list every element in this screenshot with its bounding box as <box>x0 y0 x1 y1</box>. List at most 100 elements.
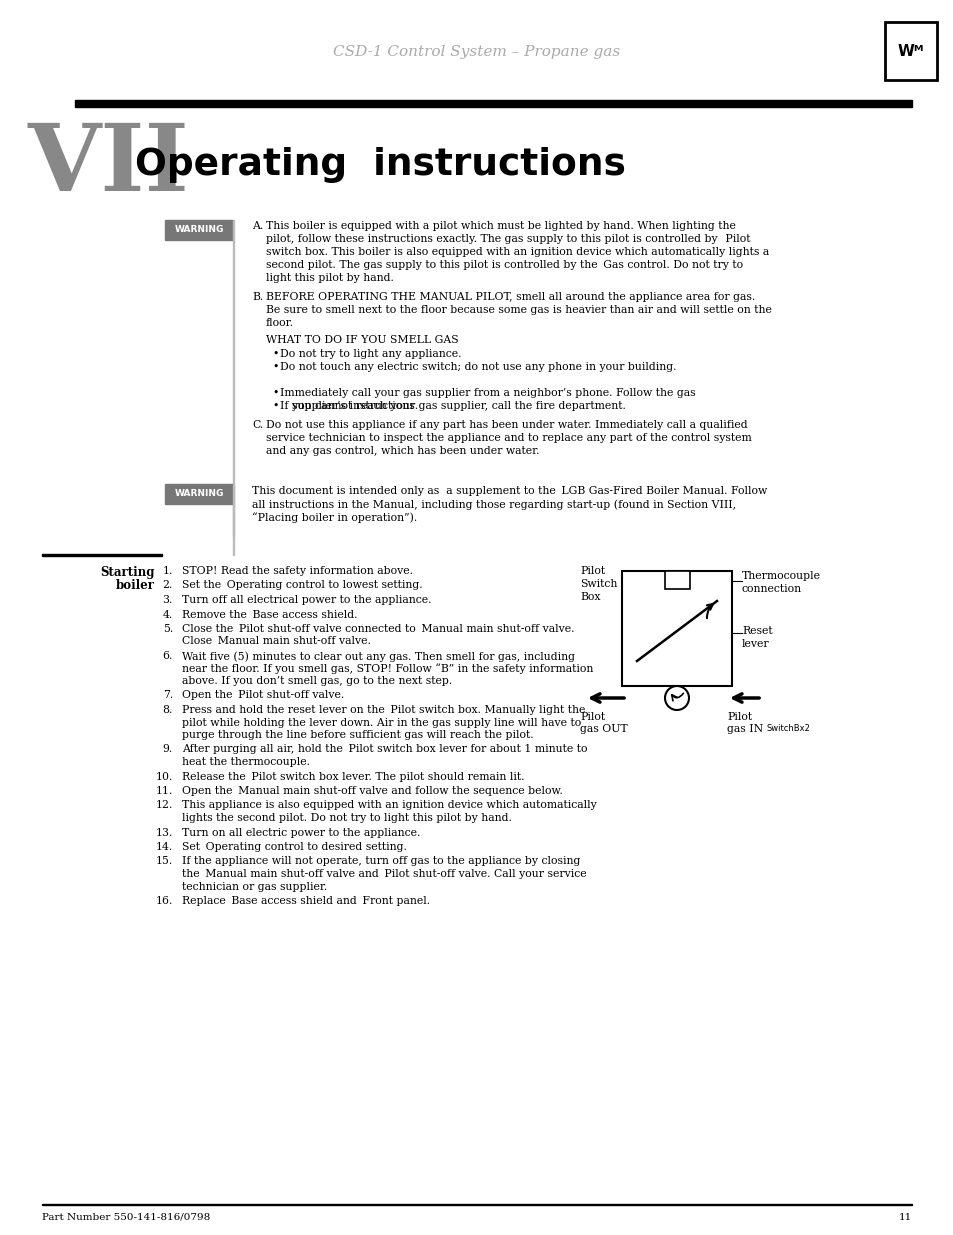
Text: Close  Manual main shut-off valve.: Close Manual main shut-off valve. <box>182 636 371 646</box>
Text: Wᴹ: Wᴹ <box>897 43 923 58</box>
Text: Open the  Pilot shut-off valve.: Open the Pilot shut-off valve. <box>182 690 344 700</box>
Text: all instructions in the Manual, including those regarding start-up (found in Sec: all instructions in the Manual, includin… <box>252 499 736 510</box>
Text: Box: Box <box>579 592 599 601</box>
Text: and any gas control, which has been under water.: and any gas control, which has been unde… <box>266 446 539 456</box>
Text: Pilot: Pilot <box>579 566 604 576</box>
Text: heat the thermocouple.: heat the thermocouple. <box>182 757 310 767</box>
Text: SwitchBx2: SwitchBx2 <box>766 724 810 734</box>
Bar <box>884 22 936 80</box>
Text: If you cannot reach your gas supplier, call the fire department.: If you cannot reach your gas supplier, c… <box>280 401 625 411</box>
Text: Reset: Reset <box>741 626 772 636</box>
Bar <box>42 555 162 556</box>
Text: 5.: 5. <box>163 624 172 634</box>
Text: Starting: Starting <box>100 566 154 579</box>
Bar <box>664 571 689 589</box>
Text: lights the second pilot. Do not try to light this pilot by hand.: lights the second pilot. Do not try to l… <box>182 813 512 823</box>
Text: Switch: Switch <box>579 579 617 589</box>
Text: Do not use this appliance if any part has been under water. Immediately call a q: Do not use this appliance if any part ha… <box>266 420 747 430</box>
Text: pilot while holding the lever down. Air in the gas supply line will have to: pilot while holding the lever down. Air … <box>182 718 580 727</box>
Bar <box>75 100 911 107</box>
Text: •: • <box>272 350 278 359</box>
Text: B.: B. <box>252 291 263 303</box>
Text: the  Manual main shut-off valve and  Pilot shut-off valve. Call your service: the Manual main shut-off valve and Pilot… <box>182 869 586 879</box>
Text: This document is intended only as  a supplement to the  LGB Gas-Fired Boiler Man: This document is intended only as a supp… <box>252 487 766 496</box>
Text: Release the  Pilot switch box lever. The pilot should remain lit.: Release the Pilot switch box lever. The … <box>182 772 524 782</box>
Text: lever: lever <box>741 638 769 650</box>
Text: 6.: 6. <box>162 651 172 661</box>
Text: After purging all air, hold the  Pilot switch box lever for about 1 minute to: After purging all air, hold the Pilot sw… <box>182 745 587 755</box>
Text: Immediately call your gas supplier from a neighbor’s phone. Follow the gas: Immediately call your gas supplier from … <box>280 388 695 398</box>
Text: pilot, follow these instructions exactly. The gas supply to this pilot is contro: pilot, follow these instructions exactly… <box>266 233 750 245</box>
Bar <box>165 484 233 504</box>
Text: Close the  Pilot shut-off valve connected to  Manual main shut-off valve.: Close the Pilot shut-off valve connected… <box>182 624 574 634</box>
Text: WHAT TO DO IF YOU SMELL GAS: WHAT TO DO IF YOU SMELL GAS <box>266 335 458 345</box>
Text: WARNING: WARNING <box>174 489 223 499</box>
Bar <box>165 220 233 240</box>
Text: BEFORE OPERATING THE MANUAL PILOT, smell all around the appliance area for gas.: BEFORE OPERATING THE MANUAL PILOT, smell… <box>266 291 755 303</box>
Text: connection: connection <box>741 584 801 594</box>
Text: This boiler is equipped with a pilot which must be lighted by hand. When lightin: This boiler is equipped with a pilot whi… <box>266 221 735 231</box>
Text: C.: C. <box>252 420 263 430</box>
Text: 15.: 15. <box>155 857 172 867</box>
Text: 11.: 11. <box>155 785 172 797</box>
Bar <box>233 484 234 536</box>
Text: Do not touch any electric switch; do not use any phone in your building.: Do not touch any electric switch; do not… <box>280 362 676 372</box>
Text: 10.: 10. <box>155 772 172 782</box>
Text: second pilot. The gas supply to this pilot is controlled by the  Gas control. Do: second pilot. The gas supply to this pil… <box>266 261 742 270</box>
Text: “Placing boiler in operation”).: “Placing boiler in operation”). <box>252 513 416 522</box>
Text: WARNING: WARNING <box>174 226 223 235</box>
Text: 12.: 12. <box>155 800 172 810</box>
Text: Be sure to smell next to the floor because some gas is heavier than air and will: Be sure to smell next to the floor becau… <box>266 305 771 315</box>
Text: light this pilot by hand.: light this pilot by hand. <box>266 273 394 283</box>
Text: above. If you don’t smell gas, go to the next step.: above. If you don’t smell gas, go to the… <box>182 676 452 685</box>
Text: Replace  Base access shield and  Front panel.: Replace Base access shield and Front pan… <box>182 897 430 906</box>
Text: gas IN: gas IN <box>726 724 762 734</box>
Text: purge through the line before sufficient gas will reach the pilot.: purge through the line before sufficient… <box>182 730 533 740</box>
Text: 1.: 1. <box>162 566 172 576</box>
Text: Turn off all electrical power to the appliance.: Turn off all electrical power to the app… <box>182 595 431 605</box>
Text: 9.: 9. <box>163 745 172 755</box>
Text: near the floor. If you smell gas, STOP! Follow “B” in the safety information: near the floor. If you smell gas, STOP! … <box>182 663 593 674</box>
Text: boiler: boiler <box>116 579 154 592</box>
Text: 11: 11 <box>898 1213 911 1221</box>
Text: •: • <box>272 401 278 411</box>
Text: 2.: 2. <box>162 580 172 590</box>
Text: Open the  Manual main shut-off valve and follow the sequence below.: Open the Manual main shut-off valve and … <box>182 785 562 797</box>
Text: Pilot: Pilot <box>726 713 751 722</box>
Text: STOP! Read the safety information above.: STOP! Read the safety information above. <box>182 566 413 576</box>
Text: service technician to inspect the appliance and to replace any part of the contr: service technician to inspect the applia… <box>266 433 751 443</box>
Text: 13.: 13. <box>155 827 172 837</box>
Text: Set  Operating control to desired setting.: Set Operating control to desired setting… <box>182 842 406 852</box>
Text: 3.: 3. <box>162 595 172 605</box>
Text: 14.: 14. <box>155 842 172 852</box>
Text: switch box. This boiler is also equipped with an ignition device which automatic: switch box. This boiler is also equipped… <box>266 247 768 257</box>
Text: Press and hold the reset lever on the  Pilot switch box. Manually light the: Press and hold the reset lever on the Pi… <box>182 705 585 715</box>
Text: If the appliance will not operate, turn off gas to the appliance by closing: If the appliance will not operate, turn … <box>182 857 579 867</box>
Text: Wait five (5) minutes to clear out any gas. Then smell for gas, including: Wait five (5) minutes to clear out any g… <box>182 651 575 662</box>
Bar <box>233 220 234 555</box>
Text: •: • <box>272 362 278 372</box>
Text: CSD-1 Control System – Propane gas: CSD-1 Control System – Propane gas <box>333 44 620 59</box>
Text: VII: VII <box>28 120 190 210</box>
Text: supplier’s instructions.: supplier’s instructions. <box>292 401 417 411</box>
Text: Pilot: Pilot <box>579 713 604 722</box>
Text: 4.: 4. <box>163 610 172 620</box>
Text: 16.: 16. <box>155 897 172 906</box>
Text: 7.: 7. <box>163 690 172 700</box>
Bar <box>621 571 731 685</box>
Text: 8.: 8. <box>162 705 172 715</box>
Text: Remove the  Base access shield.: Remove the Base access shield. <box>182 610 357 620</box>
Text: technician or gas supplier.: technician or gas supplier. <box>182 882 327 892</box>
Text: gas OUT: gas OUT <box>579 724 627 734</box>
Text: •: • <box>272 388 278 398</box>
Text: Operating  instructions: Operating instructions <box>135 147 625 183</box>
Text: Part Number 550-141-816/0798: Part Number 550-141-816/0798 <box>42 1213 210 1221</box>
Text: floor.: floor. <box>266 317 294 329</box>
Text: Set the  Operating control to lowest setting.: Set the Operating control to lowest sett… <box>182 580 422 590</box>
Circle shape <box>664 685 688 710</box>
Text: This appliance is also equipped with an ignition device which automatically: This appliance is also equipped with an … <box>182 800 597 810</box>
Text: A.: A. <box>252 221 263 231</box>
Text: Thermocouple: Thermocouple <box>741 571 821 580</box>
Text: Turn on all electric power to the appliance.: Turn on all electric power to the applia… <box>182 827 420 837</box>
Text: Do not try to light any appliance.: Do not try to light any appliance. <box>280 350 461 359</box>
